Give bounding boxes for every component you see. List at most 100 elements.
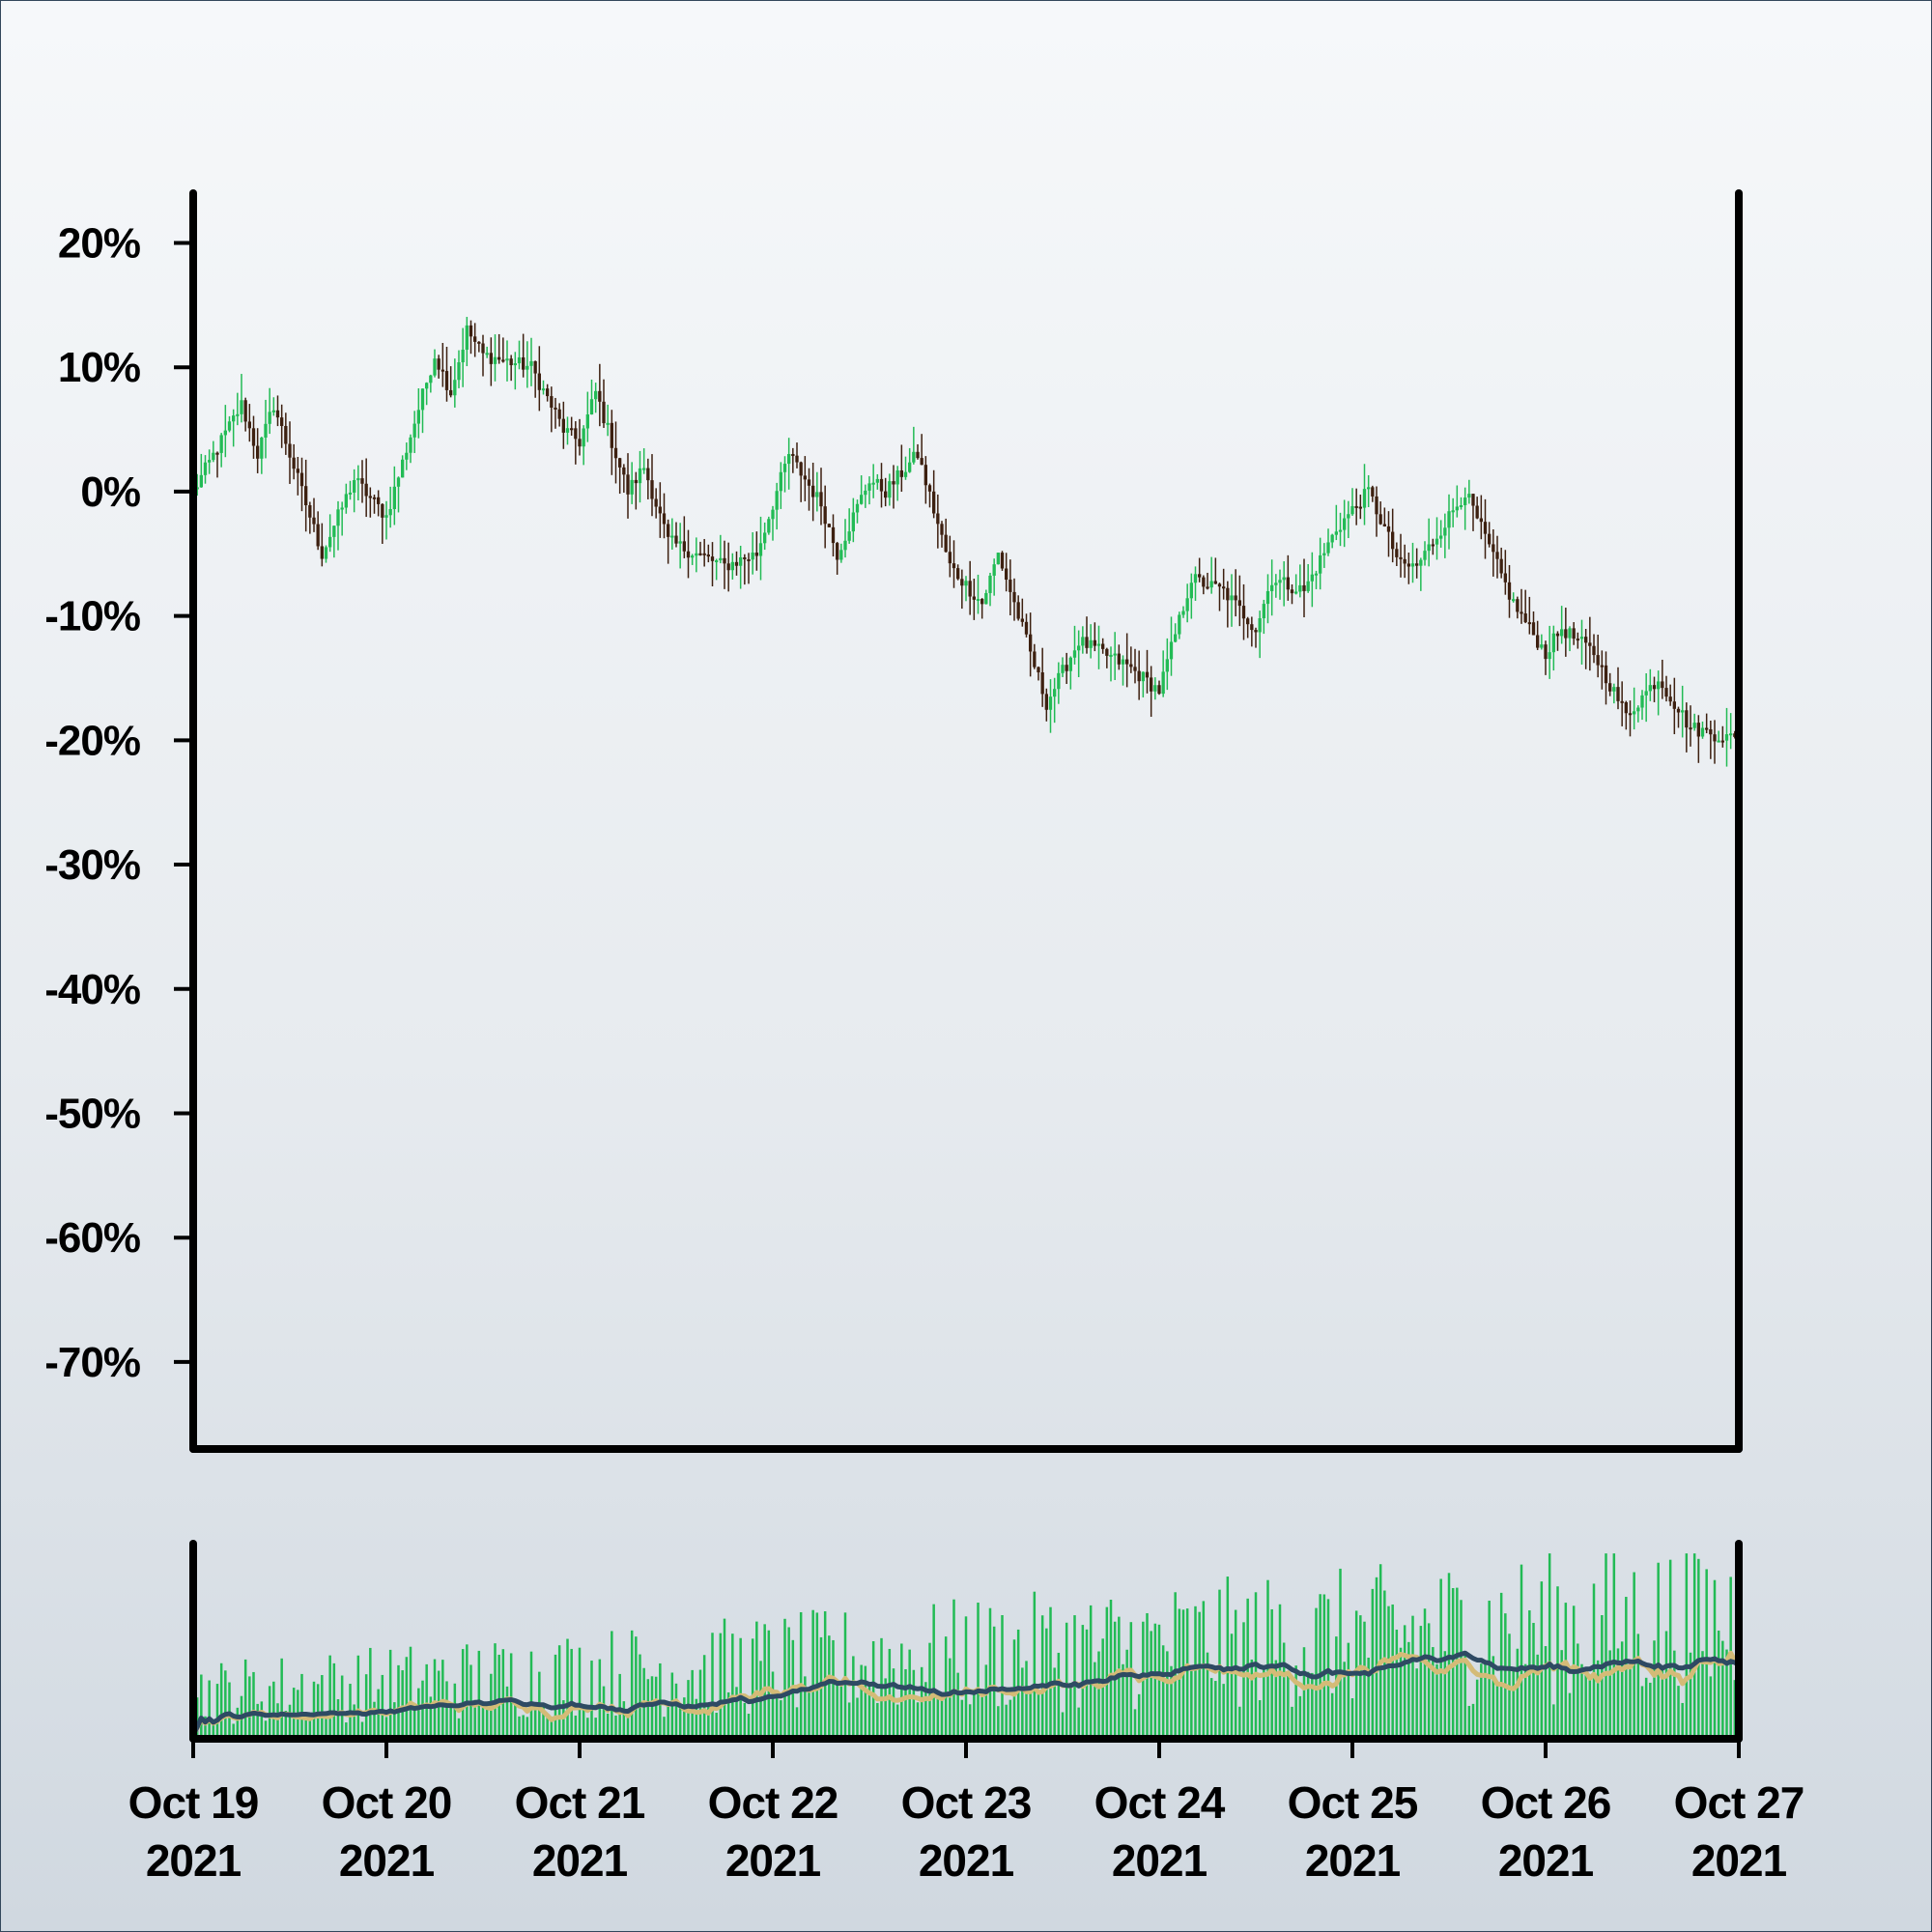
volume-bar — [1705, 1569, 1708, 1739]
candle-body — [381, 503, 384, 518]
volume-bar — [1552, 1704, 1555, 1739]
volume-bar — [864, 1665, 867, 1739]
candle-body — [920, 458, 923, 466]
x-tick-label-year: 2021 — [339, 1835, 435, 1886]
candle-body — [485, 353, 489, 355]
volume-bar — [1202, 1601, 1206, 1739]
volume-bar — [228, 1682, 231, 1739]
candle-body — [1358, 506, 1362, 509]
candle-body — [932, 491, 936, 514]
candle-body — [271, 410, 275, 412]
volume-bar — [916, 1702, 920, 1739]
volume-bar — [635, 1636, 638, 1739]
candle-body — [1495, 552, 1499, 559]
candle-body — [1410, 563, 1415, 567]
candle-body — [384, 515, 388, 518]
volume-bar — [1194, 1605, 1197, 1739]
candle-body — [251, 428, 256, 446]
volume-bar — [1209, 1678, 1213, 1739]
volume-bar — [808, 1687, 810, 1739]
candle-body — [1150, 677, 1153, 692]
candle-body — [1354, 505, 1358, 508]
volume-bar — [1523, 1663, 1527, 1739]
volume-bar — [924, 1682, 927, 1739]
candle-body — [292, 457, 296, 469]
volume-bar — [1383, 1590, 1386, 1739]
candle-body — [312, 517, 316, 525]
volume-bar — [236, 1707, 240, 1739]
candle-body — [1117, 653, 1121, 665]
candle-body — [992, 564, 996, 576]
candle-body — [855, 503, 860, 513]
volume-bar — [980, 1692, 983, 1739]
candle-body — [686, 551, 691, 558]
candle-body — [1612, 687, 1616, 692]
x-tick-label-date: Oct 25 — [1288, 1777, 1418, 1828]
candle-body — [570, 428, 574, 431]
volume-bars — [191, 1553, 1741, 1739]
candle-body — [895, 469, 899, 485]
volume-bar — [1548, 1553, 1551, 1739]
candle-body — [944, 534, 948, 553]
candle-body — [308, 505, 312, 518]
volume-bar — [332, 1662, 336, 1739]
volume-bar — [356, 1655, 360, 1739]
candle-body — [412, 423, 416, 438]
volume-bar — [546, 1718, 549, 1739]
candle-body — [984, 592, 988, 605]
candle-body — [1121, 659, 1125, 665]
candle-body — [1475, 505, 1479, 519]
candle-body — [1443, 527, 1447, 536]
volume-bar — [1629, 1667, 1632, 1739]
volume-bar — [219, 1662, 223, 1739]
volume-bar — [908, 1649, 911, 1739]
candle-body — [1467, 494, 1471, 498]
candle-body — [1286, 577, 1290, 590]
candle-body — [1185, 598, 1189, 611]
candle-body — [1330, 534, 1334, 543]
candle-body — [646, 468, 650, 481]
volume-bar — [920, 1666, 923, 1739]
candle-body — [1451, 510, 1455, 513]
volume-bar — [445, 1681, 448, 1739]
volume-bar — [453, 1683, 457, 1739]
candle-body — [320, 546, 324, 559]
volume-bar — [280, 1658, 283, 1739]
volume-bar — [1322, 1594, 1326, 1739]
volume-moving-averages — [190, 1650, 1741, 1737]
volume-bar — [522, 1715, 525, 1739]
candle-body — [275, 410, 280, 418]
candle-body — [634, 479, 638, 484]
volume-bar — [839, 1682, 843, 1739]
volume-bar — [308, 1713, 312, 1739]
volume-bar — [783, 1618, 786, 1739]
candle-body — [1044, 694, 1048, 710]
candle-body — [1077, 645, 1081, 651]
volume-bar — [1005, 1704, 1008, 1739]
volume-bar — [775, 1696, 779, 1739]
candle-body — [550, 396, 554, 408]
candle-body — [791, 454, 795, 457]
volume-bar — [1484, 1662, 1487, 1739]
candle-body — [1101, 643, 1105, 649]
volume-bar — [473, 1699, 476, 1739]
candle-body — [353, 480, 356, 493]
candle-body — [1189, 582, 1193, 599]
volume-bar — [932, 1604, 935, 1739]
candle-body — [823, 506, 827, 525]
candle-body — [1415, 563, 1419, 566]
candle-body — [1009, 580, 1012, 592]
candle-body — [598, 390, 602, 402]
x-tick-label-year: 2021 — [1305, 1835, 1401, 1886]
volume-bar — [1347, 1642, 1350, 1739]
volume-bar — [433, 1659, 437, 1739]
candle-body — [1125, 659, 1129, 665]
candle-body — [1350, 505, 1354, 515]
volume-bar — [501, 1649, 505, 1739]
candle-body — [927, 485, 932, 492]
volume-bar — [1367, 1658, 1370, 1739]
volume-bar — [514, 1704, 517, 1739]
volume-bar — [1185, 1608, 1189, 1739]
candle-body — [1624, 701, 1628, 714]
candle-body — [638, 468, 642, 484]
